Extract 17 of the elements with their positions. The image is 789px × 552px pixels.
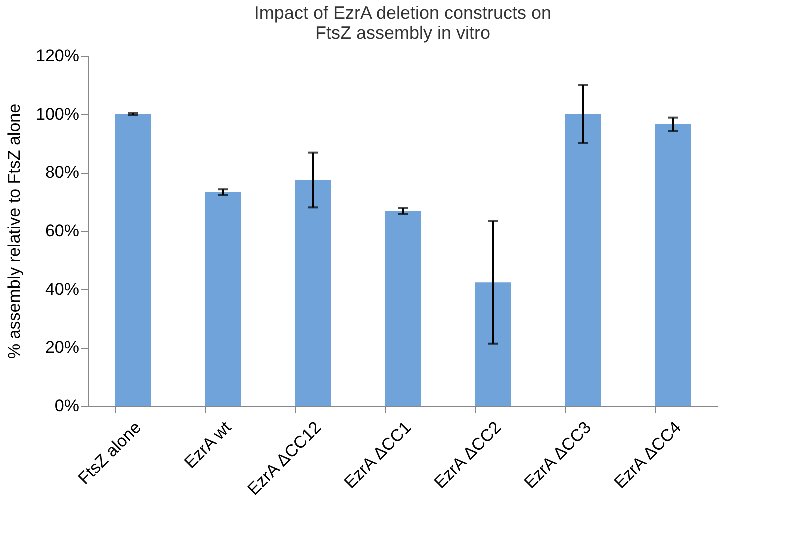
bar [205, 192, 241, 406]
y-tick-label: 120% [36, 46, 80, 66]
bar [385, 211, 421, 406]
y-tick-label: 100% [36, 104, 80, 124]
y-tick-label: 40% [45, 280, 80, 299]
y-tick-label: 0% [54, 396, 80, 416]
bar [565, 114, 601, 406]
bar [655, 124, 691, 406]
bar [295, 180, 331, 406]
bar [115, 114, 151, 406]
y-axis-title: % assembly relative to FtsZ alone [5, 104, 24, 360]
bar [475, 282, 511, 406]
text: FtsZ assembly in vitro [315, 23, 491, 43]
y-tick-label: 20% [45, 338, 80, 358]
y-tick-label: 80% [45, 163, 80, 182]
text: Impact of EzrA deletion constructs on [254, 3, 552, 23]
y-tick-label: 60% [45, 222, 80, 240]
